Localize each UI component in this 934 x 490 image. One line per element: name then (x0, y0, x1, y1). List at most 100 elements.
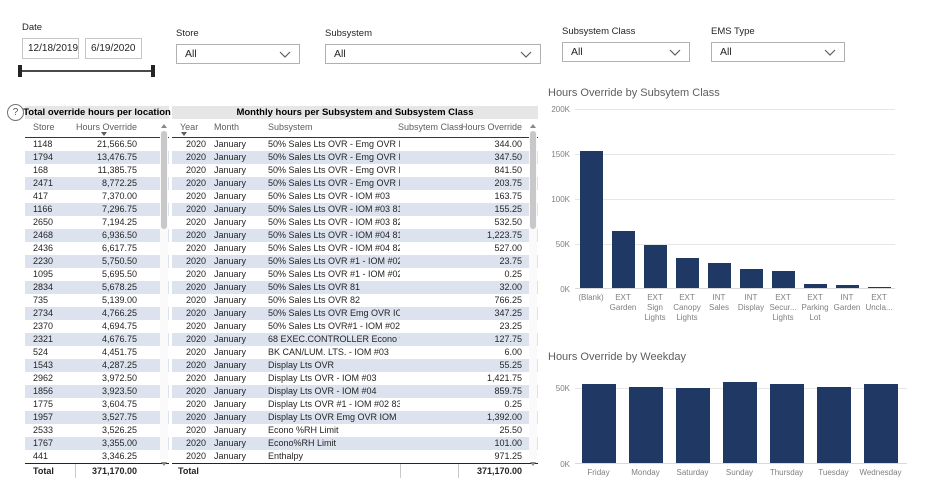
table-row[interactable]: 1095 5,695.50 (25, 268, 169, 281)
table-row[interactable]: 2020 January Display Lts OVR 55.25 (172, 359, 538, 372)
table-row[interactable]: 2020 January Display Lts OVR - IOM #04 859.… (172, 385, 538, 398)
table-row[interactable]: 2468 6,936.50 (25, 229, 169, 242)
table-row[interactable]: 2020 January 50% Sales Lts OVR - IOM #03 8… (172, 203, 538, 216)
table-row[interactable]: 735 5,139.00 (25, 294, 169, 307)
table-row[interactable]: 2020 January 50% Sales Lts OVR - IOM #04 8… (172, 229, 538, 242)
table-row[interactable]: 1166 7,296.75 (25, 203, 169, 216)
store-cell: 1095 (33, 269, 54, 279)
ems-type-dropdown[interactable]: All (711, 42, 845, 62)
bar-int-display[interactable] (739, 269, 763, 288)
sort-descending-icon (101, 132, 107, 136)
table-row[interactable]: 2020 January Display Lts OVR Emg OVR IOM 1,… (172, 411, 538, 424)
help-icon[interactable]: ? (7, 104, 24, 121)
bar-ext-sign-lights[interactable] (643, 245, 667, 288)
table-row[interactable]: 168 11,385.75 (25, 164, 169, 177)
bar-int-sales[interactable] (707, 263, 731, 288)
table-row[interactable]: 441 3,346.25 (25, 450, 169, 463)
table-row[interactable]: 2020 January 50% Sales Lts OVR - Emg OVR I… (172, 151, 538, 164)
table-row[interactable]: 2834 5,678.25 (25, 281, 169, 294)
scrollbar-thumb[interactable] (530, 131, 536, 229)
table-row[interactable]: 2020 January 50% Sales Lts OVR 81 32.00 (172, 281, 538, 294)
table-row[interactable]: 1957 3,527.75 (25, 411, 169, 424)
table-row[interactable]: 2020 January 50% Sales Lts OVR#1 - IOM #02… (172, 320, 538, 333)
table-row[interactable]: 2020 January BK CAN/LUM. LTS. - IOM #03 6.0… (172, 346, 538, 359)
scroll-down-icon[interactable] (161, 462, 167, 466)
table-row[interactable]: 2436 6,617.75 (25, 242, 169, 255)
scrollbar-thumb[interactable] (161, 131, 167, 229)
bar-blank[interactable] (579, 151, 603, 288)
store-dropdown[interactable]: All (176, 44, 300, 64)
table-row[interactable]: 2962 3,972.50 (25, 372, 169, 385)
column-header-hours-override[interactable]: Hours Override (75, 122, 137, 132)
scroll-down-icon[interactable] (530, 462, 536, 466)
table-row[interactable]: 2020 January 50% Sales Lts OVR #1 - IOM #0… (172, 255, 538, 268)
bar-wednesday[interactable] (863, 384, 898, 463)
subsystem-dropdown[interactable]: All (325, 44, 541, 64)
table-row[interactable]: 2020 January 50% Sales Lts OVR - Emg OVR I… (172, 138, 538, 151)
bar-ext-uncla[interactable] (867, 286, 891, 288)
bar-ext-parking-lot[interactable] (803, 283, 827, 288)
table-row[interactable]: 417 7,370.00 (25, 190, 169, 203)
column-header-subsystem-class[interactable]: Subsytem Class (398, 122, 464, 132)
column-header-hours-override[interactable]: Hours Override (460, 122, 522, 132)
table-row[interactable]: 2020 January Econo%RH Limit 101.00 (172, 437, 538, 450)
table-row[interactable]: 2533 3,526.25 (25, 424, 169, 437)
table-row[interactable]: 1767 3,355.00 (25, 437, 169, 450)
bar-monday[interactable] (628, 386, 663, 463)
table-row[interactable]: 2020 January 50% Sales Lts OVR 82 766.25 (172, 294, 538, 307)
table-row[interactable]: 2734 4,766.25 (25, 307, 169, 320)
bar-ext-secur-lights[interactable] (771, 270, 795, 288)
location-table-scrollbar[interactable] (160, 122, 168, 466)
table-row[interactable]: 524 4,451.75 (25, 346, 169, 359)
table-row[interactable]: 1856 3,923.50 (25, 385, 169, 398)
slider-end-handle[interactable] (151, 65, 155, 77)
monthly-table-scrollbar[interactable] (529, 122, 537, 466)
table-row[interactable]: 2020 January 50% Sales Lts OVR - IOM #03 8… (172, 216, 538, 229)
scroll-up-icon[interactable] (530, 124, 536, 128)
bar-ext-garden[interactable] (611, 230, 635, 288)
bar-saturday[interactable] (675, 388, 710, 463)
date-start-input[interactable] (22, 38, 79, 59)
table-row[interactable]: 2020 January 50% Sales Lts OVR #1 - IOM #0… (172, 268, 538, 281)
table-row[interactable]: 2020 January 50% Sales Lts OVR - IOM #03 16… (172, 190, 538, 203)
table-row[interactable]: 2020 January 50% Sales Lts OVR - Emg OVR I… (172, 164, 538, 177)
slider-track[interactable] (18, 70, 155, 72)
table-row[interactable]: 2020 January Enthalpy 971.25 (172, 450, 538, 463)
bar-ext-canopy-lights[interactable] (675, 258, 699, 288)
hours-cell: 0.25 (504, 269, 522, 279)
bar-sunday[interactable] (722, 381, 757, 463)
table-row[interactable]: 2321 4,676.75 (25, 333, 169, 346)
column-header-subsystem[interactable]: Subsystem (268, 122, 313, 132)
date-end-input[interactable] (85, 38, 142, 59)
table-row[interactable]: 2020 January 50% Sales Lts OVR - Emg OVR I… (172, 177, 538, 190)
table-row[interactable]: 2020 January 68 EXEC.CONTROLLER Econo %RH … (172, 333, 538, 346)
subsystem-class-dropdown[interactable]: All (562, 42, 690, 62)
date-range-slider[interactable] (18, 65, 155, 77)
scroll-up-icon[interactable] (161, 124, 167, 128)
table-row[interactable]: 2020 January Display Lts OVR #1 - IOM #02 … (172, 398, 538, 411)
table-row[interactable]: 1543 4,287.25 (25, 359, 169, 372)
column-header-store[interactable]: Store (33, 122, 55, 132)
bar-thursday[interactable] (769, 383, 804, 463)
bar-friday[interactable] (581, 384, 616, 463)
table-row[interactable]: 2020 January 50% Sales Lts OVR - IOM #04 8… (172, 242, 538, 255)
hours-cell: 6,617.75 (101, 243, 137, 253)
bar-int-garden[interactable] (835, 285, 859, 288)
table-row[interactable]: 2020 January 50% Sales Lts OVR Emg OVR IOM… (172, 307, 538, 320)
scrollbar-track[interactable] (529, 131, 537, 459)
bar-tuesday[interactable] (816, 386, 851, 463)
slider-start-handle[interactable] (18, 65, 22, 77)
table-row[interactable]: 1775 3,604.75 (25, 398, 169, 411)
table-row[interactable]: 2020 January Econo %RH Limit 25.50 (172, 424, 538, 437)
column-header-year[interactable]: Year (180, 122, 199, 132)
column-header-month[interactable]: Month (214, 122, 240, 132)
table-row[interactable]: 2370 4,694.75 (25, 320, 169, 333)
table-row[interactable]: 2471 8,772.25 (25, 177, 169, 190)
scrollbar-track[interactable] (160, 131, 168, 459)
table-row[interactable]: 1148 21,566.50 (25, 138, 169, 151)
table-row[interactable]: 2020 January Display Lts OVR - IOM #03 1,42… (172, 372, 538, 385)
month-cell: January (214, 243, 247, 253)
table-row[interactable]: 2650 7,194.25 (25, 216, 169, 229)
table-row[interactable]: 1794 13,476.75 (25, 151, 169, 164)
table-row[interactable]: 2230 5,750.50 (25, 255, 169, 268)
